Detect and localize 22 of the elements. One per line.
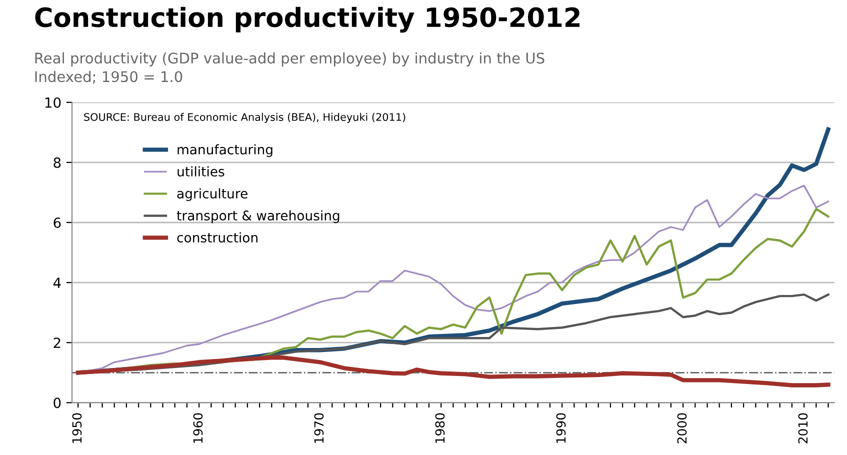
x-tick-label: 1950: [72, 413, 82, 443]
x-tick-label: 2000: [677, 413, 687, 444]
y-tick-label: 10: [45, 97, 61, 108]
x-tick-label: 1980: [435, 413, 445, 443]
y-tick-label: 0: [54, 398, 61, 408]
legend-label: construction: [177, 232, 258, 243]
legend-label: transport & warehousing: [176, 210, 340, 224]
chart-title: Construction productivity 1950-2012: [35, 6, 580, 33]
y-tick-label: 8: [54, 157, 61, 168]
chart-subtitle: Real productivity (GDP value-add per employee) by industry in the US Indexed; 1950 = 1.0: [35, 52, 544, 84]
y-tick-label: 6: [54, 217, 61, 228]
y-tick-label: 2: [54, 338, 60, 348]
legend-label: manufacturing: [178, 144, 272, 158]
x-tick-label: 2010: [798, 413, 808, 444]
y-tick-label: 4: [53, 278, 61, 288]
legend-label: agriculture: [177, 188, 248, 202]
x-tick-label: 1970: [314, 413, 324, 443]
line-series: [76, 356, 830, 388]
legend-label: utilities: [178, 166, 224, 176]
x-tick-label: 1990: [556, 413, 566, 443]
annotation: SOURCE: Bureau of Economic Analysis (BEA), Hideyuki (2011): [84, 112, 406, 123]
x-tick-label: 1960: [193, 413, 203, 443]
